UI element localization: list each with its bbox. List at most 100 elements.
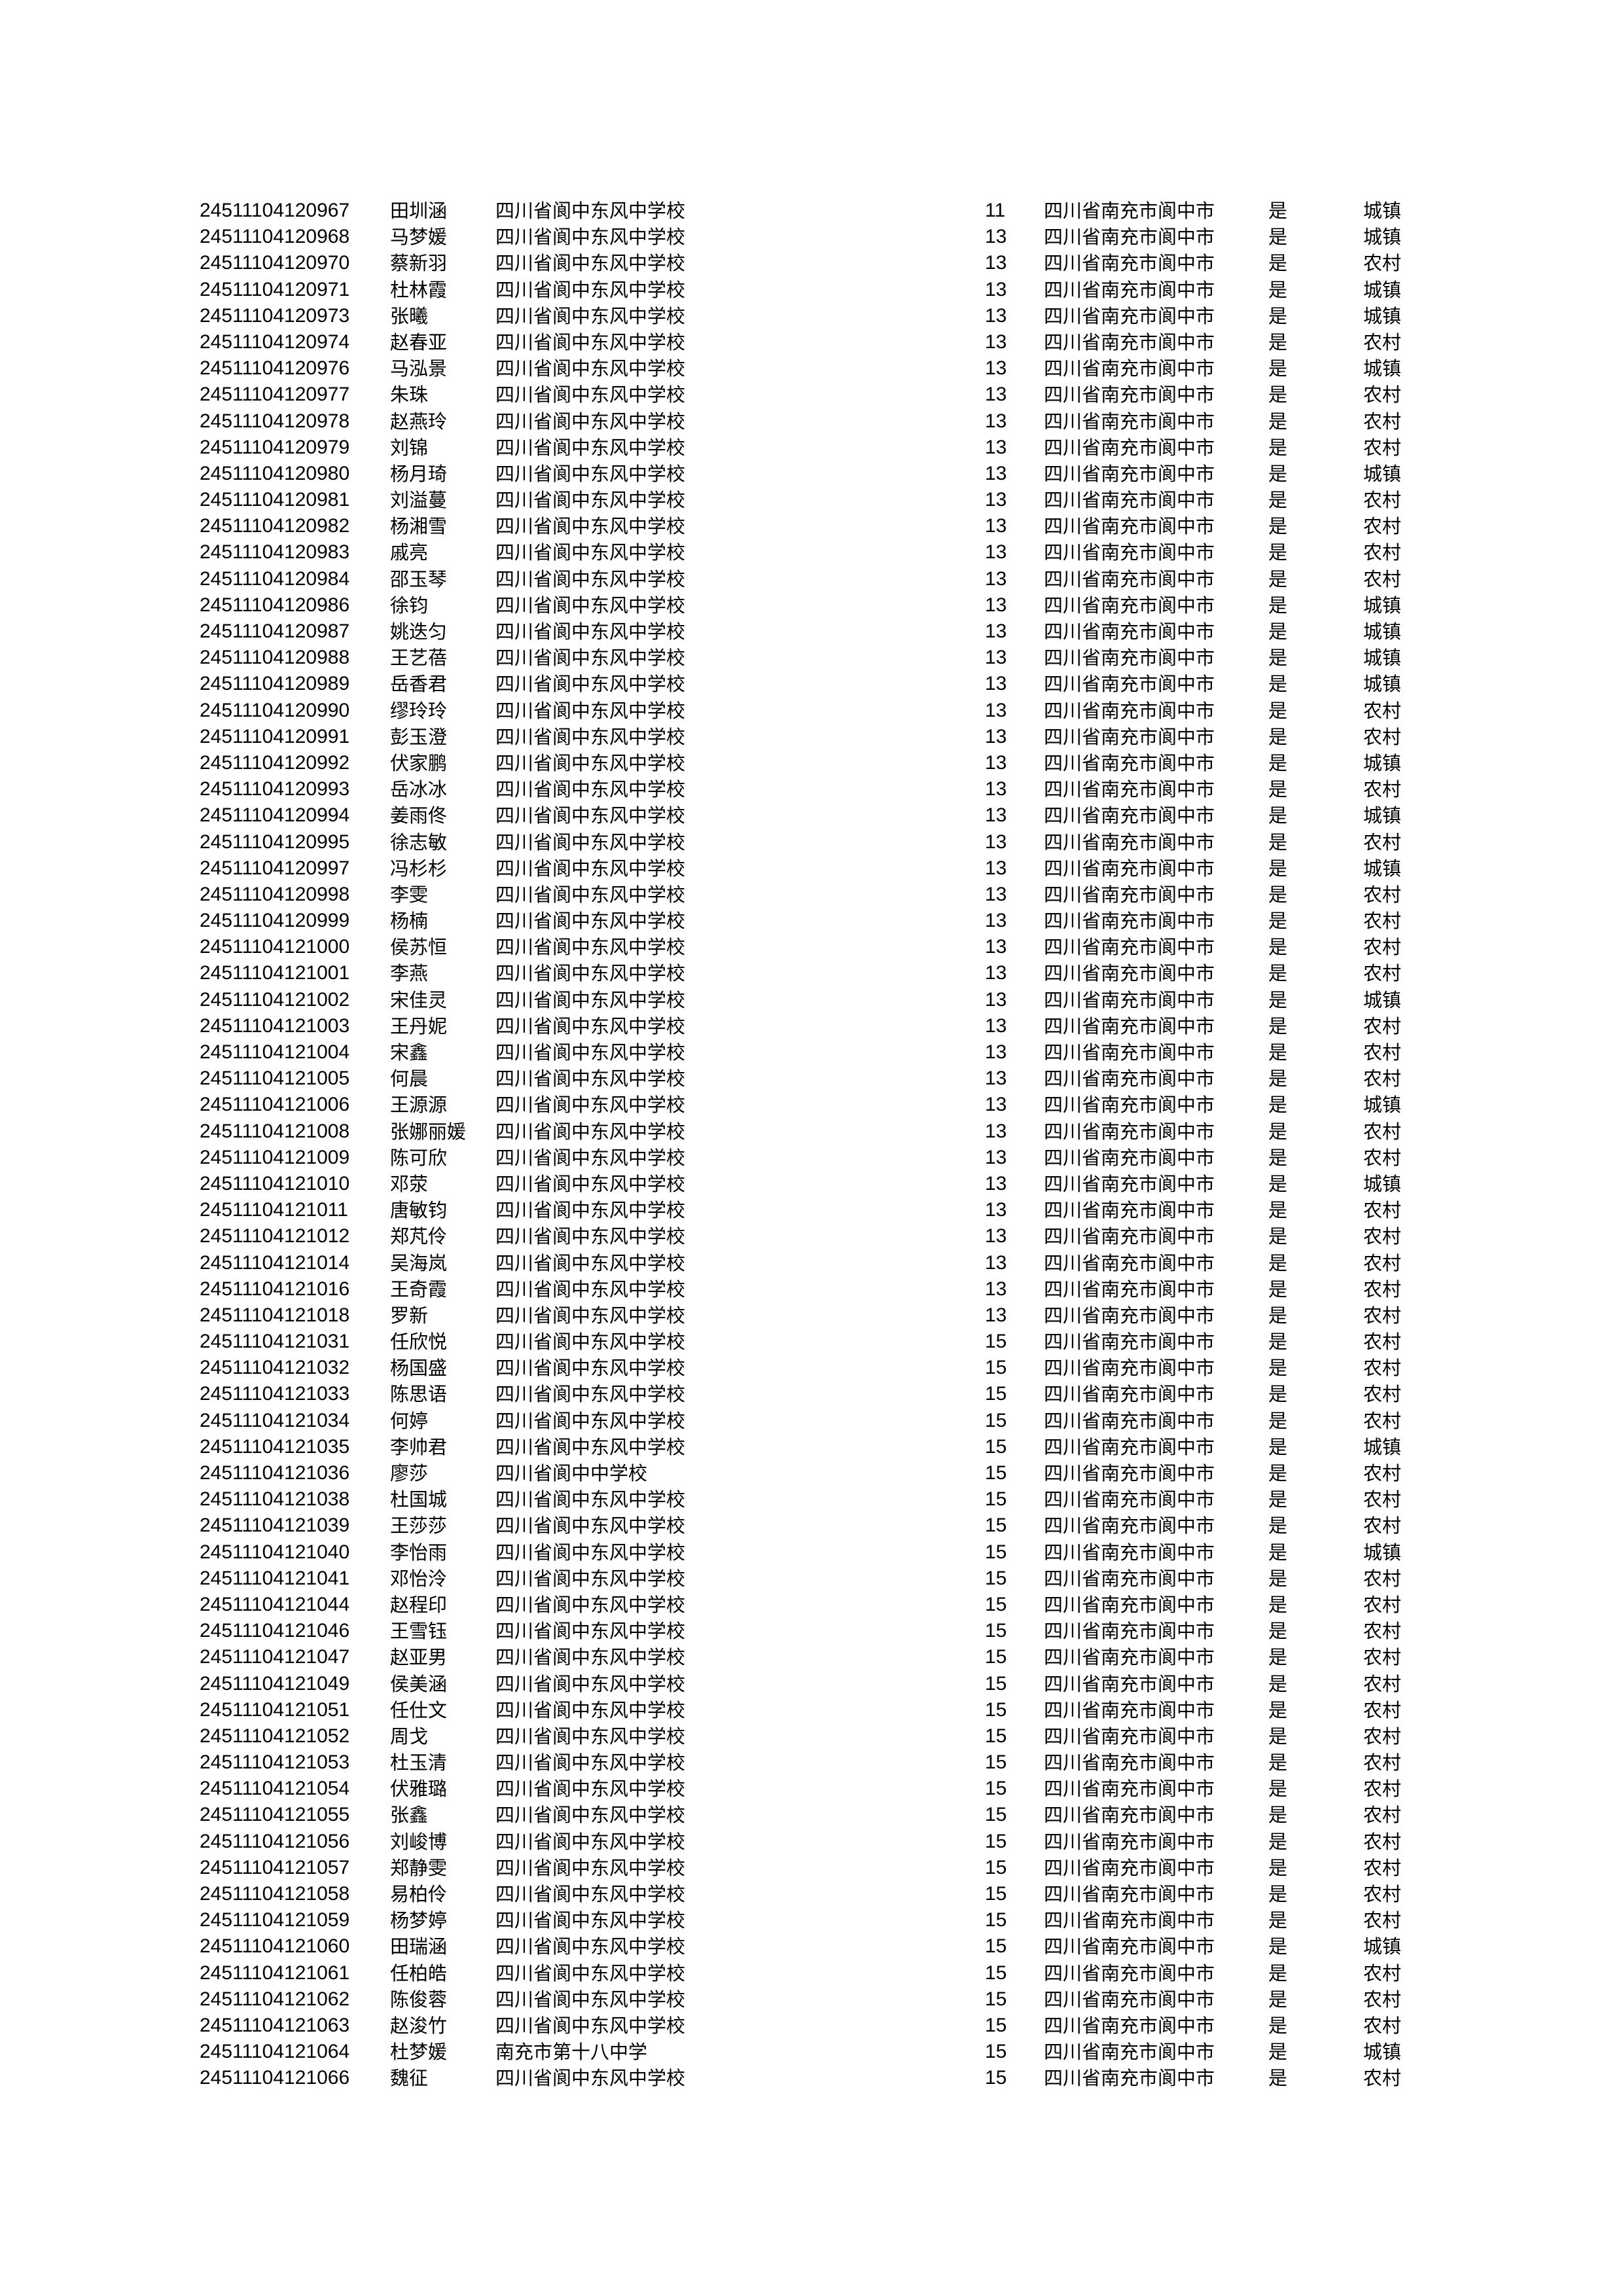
- eligible-flag: 是: [1268, 2041, 1288, 2064]
- area-type: 农村: [1363, 699, 1402, 722]
- region: 四川省南充市阆中市: [1044, 1199, 1215, 1222]
- table-row: 24511104121052 周戈 四川省阆中东风中学校 15 四川省南充市阆中市 是 农村: [0, 1723, 1623, 1749]
- school-name: 四川省阆中东风中学校: [495, 594, 686, 617]
- school-name: 四川省阆中东风中学校: [495, 1041, 686, 1064]
- exam-number: 24511104121047: [200, 1646, 350, 1668]
- area-type: 城镇: [1363, 357, 1402, 380]
- student-name: 易柏伶: [390, 1883, 448, 1905]
- eligible-flag: 是: [1268, 647, 1288, 670]
- eligible-flag: 是: [1268, 594, 1288, 617]
- student-name: 任仕文: [390, 1698, 448, 1721]
- table-row: 24511104120987 姚迭匀 四川省阆中东风中学校 13 四川省南充市阆中市 是 城…: [0, 619, 1623, 645]
- student-name: 马泓景: [390, 357, 448, 380]
- exam-number: 24511104121001: [200, 962, 350, 984]
- area-type: 城镇: [1363, 1435, 1402, 1458]
- score-value: 15: [985, 1541, 1007, 1563]
- score-value: 15: [985, 1856, 1007, 1878]
- table-row: 24511104121000 侯苏恒 四川省阆中东风中学校 13 四川省南充市阆中市 是 农…: [0, 934, 1623, 960]
- region: 四川省南充市阆中市: [1044, 778, 1215, 801]
- student-name: 杨楠: [390, 910, 429, 933]
- eligible-flag: 是: [1268, 410, 1288, 433]
- eligible-flag: 是: [1268, 1909, 1288, 1932]
- exam-number: 24511104121006: [200, 1094, 350, 1116]
- region: 四川省南充市阆中市: [1044, 1620, 1215, 1643]
- table-row: 24511104121054 伏雅璐 四川省阆中东风中学校 15 四川省南充市阆中市 是 农…: [0, 1776, 1623, 1802]
- student-name: 李怡雨: [390, 1541, 448, 1564]
- area-type: 农村: [1363, 436, 1402, 459]
- table-row: 24511104121063 赵浚竹 四川省阆中东风中学校 15 四川省南充市阆中市 是 农…: [0, 2013, 1623, 2039]
- eligible-flag: 是: [1268, 357, 1288, 380]
- school-name: 四川省阆中东风中学校: [495, 647, 686, 670]
- region: 四川省南充市阆中市: [1044, 1278, 1215, 1300]
- table-row: 24511104120980 杨月琦 四川省阆中东风中学校 13 四川省南充市阆中市 是 城…: [0, 461, 1623, 487]
- exam-number: 24511104121031: [200, 1331, 350, 1353]
- student-name: 马梦媛: [390, 226, 448, 249]
- school-name: 南充市第十八中学: [495, 2041, 648, 2064]
- region: 四川省南充市阆中市: [1044, 1593, 1215, 1616]
- exam-number: 24511104121056: [200, 1830, 350, 1852]
- region: 四川省南充市阆中市: [1044, 2067, 1215, 2090]
- school-name: 四川省阆中东风中学校: [495, 489, 686, 512]
- score-value: 13: [985, 567, 1007, 590]
- eligible-flag: 是: [1268, 436, 1288, 459]
- table-row: 24511104121064 杜梦媛 南充市第十八中学 15 四川省南充市阆中市 是 城镇: [0, 2039, 1623, 2065]
- eligible-flag: 是: [1268, 2014, 1288, 2037]
- eligible-flag: 是: [1268, 331, 1288, 353]
- table-row: 24511104121018 罗新 四川省阆中东风中学校 13 四川省南充市阆中市 是 农村: [0, 1302, 1623, 1329]
- exam-number: 24511104121032: [200, 1357, 350, 1379]
- student-name: 杜梦媛: [390, 2041, 448, 2064]
- school-name: 四川省阆中东风中学校: [495, 304, 686, 327]
- exam-number: 24511104121064: [200, 2041, 350, 2063]
- score-value: 15: [985, 1646, 1007, 1668]
- table-row: 24511104121014 吴海岚 四川省阆中东风中学校 13 四川省南充市阆中市 是 农…: [0, 1250, 1623, 1276]
- school-name: 四川省阆中东风中学校: [495, 1488, 686, 1511]
- score-value: 15: [985, 1357, 1007, 1379]
- table-row: 24511104120986 徐钧 四川省阆中东风中学校 13 四川省南充市阆中市 是 城镇: [0, 592, 1623, 619]
- student-name: 邵玉琴: [390, 567, 448, 590]
- score-value: 13: [985, 725, 1007, 747]
- area-type: 农村: [1363, 1883, 1402, 1905]
- eligible-flag: 是: [1268, 1409, 1288, 1432]
- table-row: 24511104120991 彭玉澄 四川省阆中东风中学校 13 四川省南充市阆中市 是 农…: [0, 724, 1623, 750]
- score-value: 13: [985, 1304, 1007, 1326]
- eligible-flag: 是: [1268, 1462, 1288, 1484]
- eligible-flag: 是: [1268, 200, 1288, 222]
- student-name: 罗新: [390, 1304, 429, 1327]
- area-type: 农村: [1363, 1698, 1402, 1721]
- student-list-table: 24511104120967 田圳涵 四川省阆中东风中学校 11 四川省南充市阆中市是城…: [0, 198, 1623, 2092]
- school-name: 四川省阆中东风中学校: [495, 1120, 686, 1143]
- area-type: 农村: [1363, 1856, 1402, 1879]
- table-row: 24511104121033 陈思语 四川省阆中东风中学校 15 四川省南充市阆中市 是 农…: [0, 1381, 1623, 1407]
- exam-number: 24511104121036: [200, 1462, 350, 1484]
- eligible-flag: 是: [1268, 1515, 1288, 1537]
- score-value: 15: [985, 1830, 1007, 1852]
- student-name: 李帅君: [390, 1435, 448, 1458]
- student-name: 王奇霞: [390, 1278, 448, 1300]
- school-name: 四川省阆中东风中学校: [495, 1698, 686, 1721]
- region: 四川省南充市阆中市: [1044, 647, 1215, 670]
- table-row: 24511104121051 任仕文 四川省阆中东风中学校 15 四川省南充市阆中市 是 农…: [0, 1697, 1623, 1723]
- school-name: 四川省阆中东风中学校: [495, 200, 686, 222]
- school-name: 四川省阆中东风中学校: [495, 831, 686, 853]
- student-name: 伏家鹏: [390, 751, 448, 774]
- table-row: 24511104120997 冯杉杉 四川省阆中东风中学校 13 四川省南充市阆中市 是 城…: [0, 855, 1623, 882]
- student-name: 朱珠: [390, 384, 429, 406]
- region: 四川省南充市阆中市: [1044, 831, 1215, 853]
- region: 四川省南充市阆中市: [1044, 1830, 1215, 1853]
- eligible-flag: 是: [1268, 1620, 1288, 1643]
- exam-number: 24511104120986: [200, 594, 350, 616]
- region: 四川省南充市阆中市: [1044, 252, 1215, 275]
- eligible-flag: 是: [1268, 1751, 1288, 1774]
- table-row: 24511104120983 戚亮 四川省阆中东风中学校 13 四川省南充市阆中市 是 农村: [0, 539, 1623, 565]
- school-name: 四川省阆中东风中学校: [495, 1357, 686, 1380]
- area-type: 城镇: [1363, 1094, 1402, 1117]
- exam-number: 24511104121014: [200, 1251, 350, 1274]
- school-name: 四川省阆中东风中学校: [495, 1014, 686, 1037]
- school-name: 四川省阆中东风中学校: [495, 1172, 686, 1195]
- region: 四川省南充市阆中市: [1044, 1331, 1215, 1354]
- area-type: 农村: [1363, 1751, 1402, 1774]
- school-name: 四川省阆中东风中学校: [495, 1935, 686, 1958]
- student-name: 岳香君: [390, 673, 448, 696]
- student-name: 魏征: [390, 2067, 429, 2090]
- exam-number: 24511104121054: [200, 1778, 350, 1800]
